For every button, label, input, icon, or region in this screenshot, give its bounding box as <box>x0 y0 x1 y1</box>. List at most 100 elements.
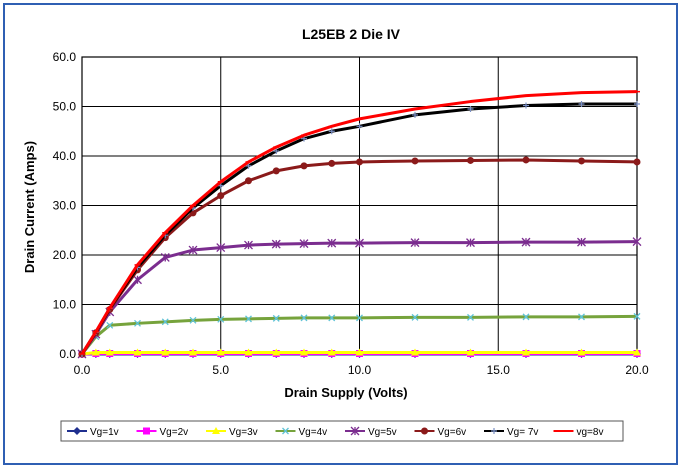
x-tick-label: 10.0 <box>348 363 372 377</box>
data-point <box>217 192 225 200</box>
data-point <box>522 156 530 164</box>
data-point <box>245 162 252 169</box>
data-point <box>411 157 419 165</box>
legend: Vg=1v Vg=2v Vg=3v Vg=4v Vg=5v Vg=6v Vg= 7v vg=8… <box>60 420 624 442</box>
data-point <box>216 348 225 356</box>
data-point <box>273 148 280 155</box>
data-point <box>523 102 529 109</box>
data-point <box>161 348 170 356</box>
data-point <box>105 348 114 356</box>
y-tick-label: 30.0 <box>53 199 77 213</box>
legend-item: Vg=1v <box>67 427 119 438</box>
data-point <box>327 348 336 356</box>
data-point <box>411 313 419 321</box>
data-point <box>411 348 419 356</box>
legend-marker <box>143 427 150 435</box>
data-point <box>300 348 308 356</box>
chart: L25EB 2 Die IV 0.0 5.0 10.0 15.0 20.0 0.0 10.0… <box>22 26 649 442</box>
data-point <box>466 348 475 356</box>
data-point <box>355 348 364 356</box>
data-point <box>578 101 585 108</box>
y-tick-label: 40.0 <box>53 149 77 163</box>
data-point <box>577 348 586 356</box>
legend-box <box>60 420 624 442</box>
data-point <box>633 312 641 320</box>
series-8 <box>79 90 640 355</box>
data-point <box>577 237 586 247</box>
chart-frame: L25EB 2 Die IV 0.0 5.0 10.0 15.0 20.0 0.0 10.0… <box>3 3 678 465</box>
legend-item: Vg=5v <box>345 426 397 438</box>
x-tick-label: 20.0 <box>625 363 649 377</box>
data-point <box>578 157 585 165</box>
data-point <box>522 348 530 356</box>
data-point <box>578 313 585 321</box>
data-point <box>134 319 141 327</box>
legend-marker <box>282 427 289 435</box>
y-axis-label: Drain Current (Amps) <box>22 141 37 273</box>
data-point <box>633 348 641 356</box>
data-point <box>633 158 641 166</box>
data-point <box>272 314 280 322</box>
data-point <box>244 240 253 250</box>
legend-item: Vg=2v <box>136 427 188 438</box>
y-tick-label: 50.0 <box>53 100 77 114</box>
y-tick-label: 20.0 <box>53 248 77 262</box>
data-point <box>300 162 308 170</box>
legend-marker <box>491 428 497 434</box>
legend-label: Vg=6v <box>438 427 467 438</box>
y-tick-label: 0.0 <box>59 347 76 361</box>
data-point <box>160 253 170 262</box>
data-point <box>356 314 363 322</box>
data-point <box>245 177 252 185</box>
data-point <box>272 348 281 356</box>
legend-label: Vg=5v <box>368 427 397 438</box>
x-tick-label: 15.0 <box>487 363 511 377</box>
data-point <box>467 313 474 321</box>
data-point <box>272 167 280 175</box>
x-tick-label: 0.0 <box>74 363 91 377</box>
legend-marker <box>421 427 428 435</box>
data-point <box>327 238 337 248</box>
data-point <box>91 348 100 356</box>
data-point <box>632 237 642 247</box>
data-point <box>466 238 475 248</box>
data-point <box>216 243 226 253</box>
series-5 <box>77 237 642 359</box>
data-point <box>299 239 309 249</box>
y-tick-label: 10.0 <box>53 298 77 312</box>
legend-label: Vg=4v <box>299 427 328 438</box>
data-point <box>106 321 114 329</box>
data-point <box>188 245 198 255</box>
legend-item: Vg= 7v <box>484 427 538 438</box>
legend-label: Vg=1v <box>90 427 119 438</box>
data-point <box>328 159 336 167</box>
data-point <box>244 348 253 356</box>
data-point <box>356 123 363 130</box>
legend-item: Vg=3v <box>206 427 258 438</box>
x-tick-label: 5.0 <box>212 363 229 377</box>
ticks: 0.0 5.0 10.0 15.0 20.0 0.0 10.0 20.0 30.0 40.0 50.… <box>53 50 649 377</box>
data-point <box>133 275 142 285</box>
data-point <box>467 156 474 164</box>
legend-label: vg=8v <box>577 427 604 438</box>
legend-marker <box>73 427 81 435</box>
legend-marker <box>350 426 360 436</box>
legend-label: Vg=3v <box>229 427 258 438</box>
data-point <box>355 238 364 248</box>
data-point <box>410 238 420 248</box>
series-group <box>77 90 642 359</box>
legend-label: Vg= 7v <box>507 427 538 438</box>
data-point <box>521 237 531 247</box>
x-axis-label: Drain Supply (Volts) <box>284 385 407 400</box>
data-point <box>189 348 197 356</box>
data-point <box>161 318 169 326</box>
data-point <box>522 313 530 321</box>
legend-item: Vg=6v <box>414 427 467 438</box>
legend-item: Vg=4v <box>275 427 328 438</box>
y-tick-label: 60.0 <box>53 50 77 64</box>
data-point <box>634 101 640 108</box>
data-point <box>271 239 281 249</box>
data-point <box>412 111 418 118</box>
data-point <box>328 314 336 322</box>
chart-title: L25EB 2 Die IV <box>302 26 401 42</box>
